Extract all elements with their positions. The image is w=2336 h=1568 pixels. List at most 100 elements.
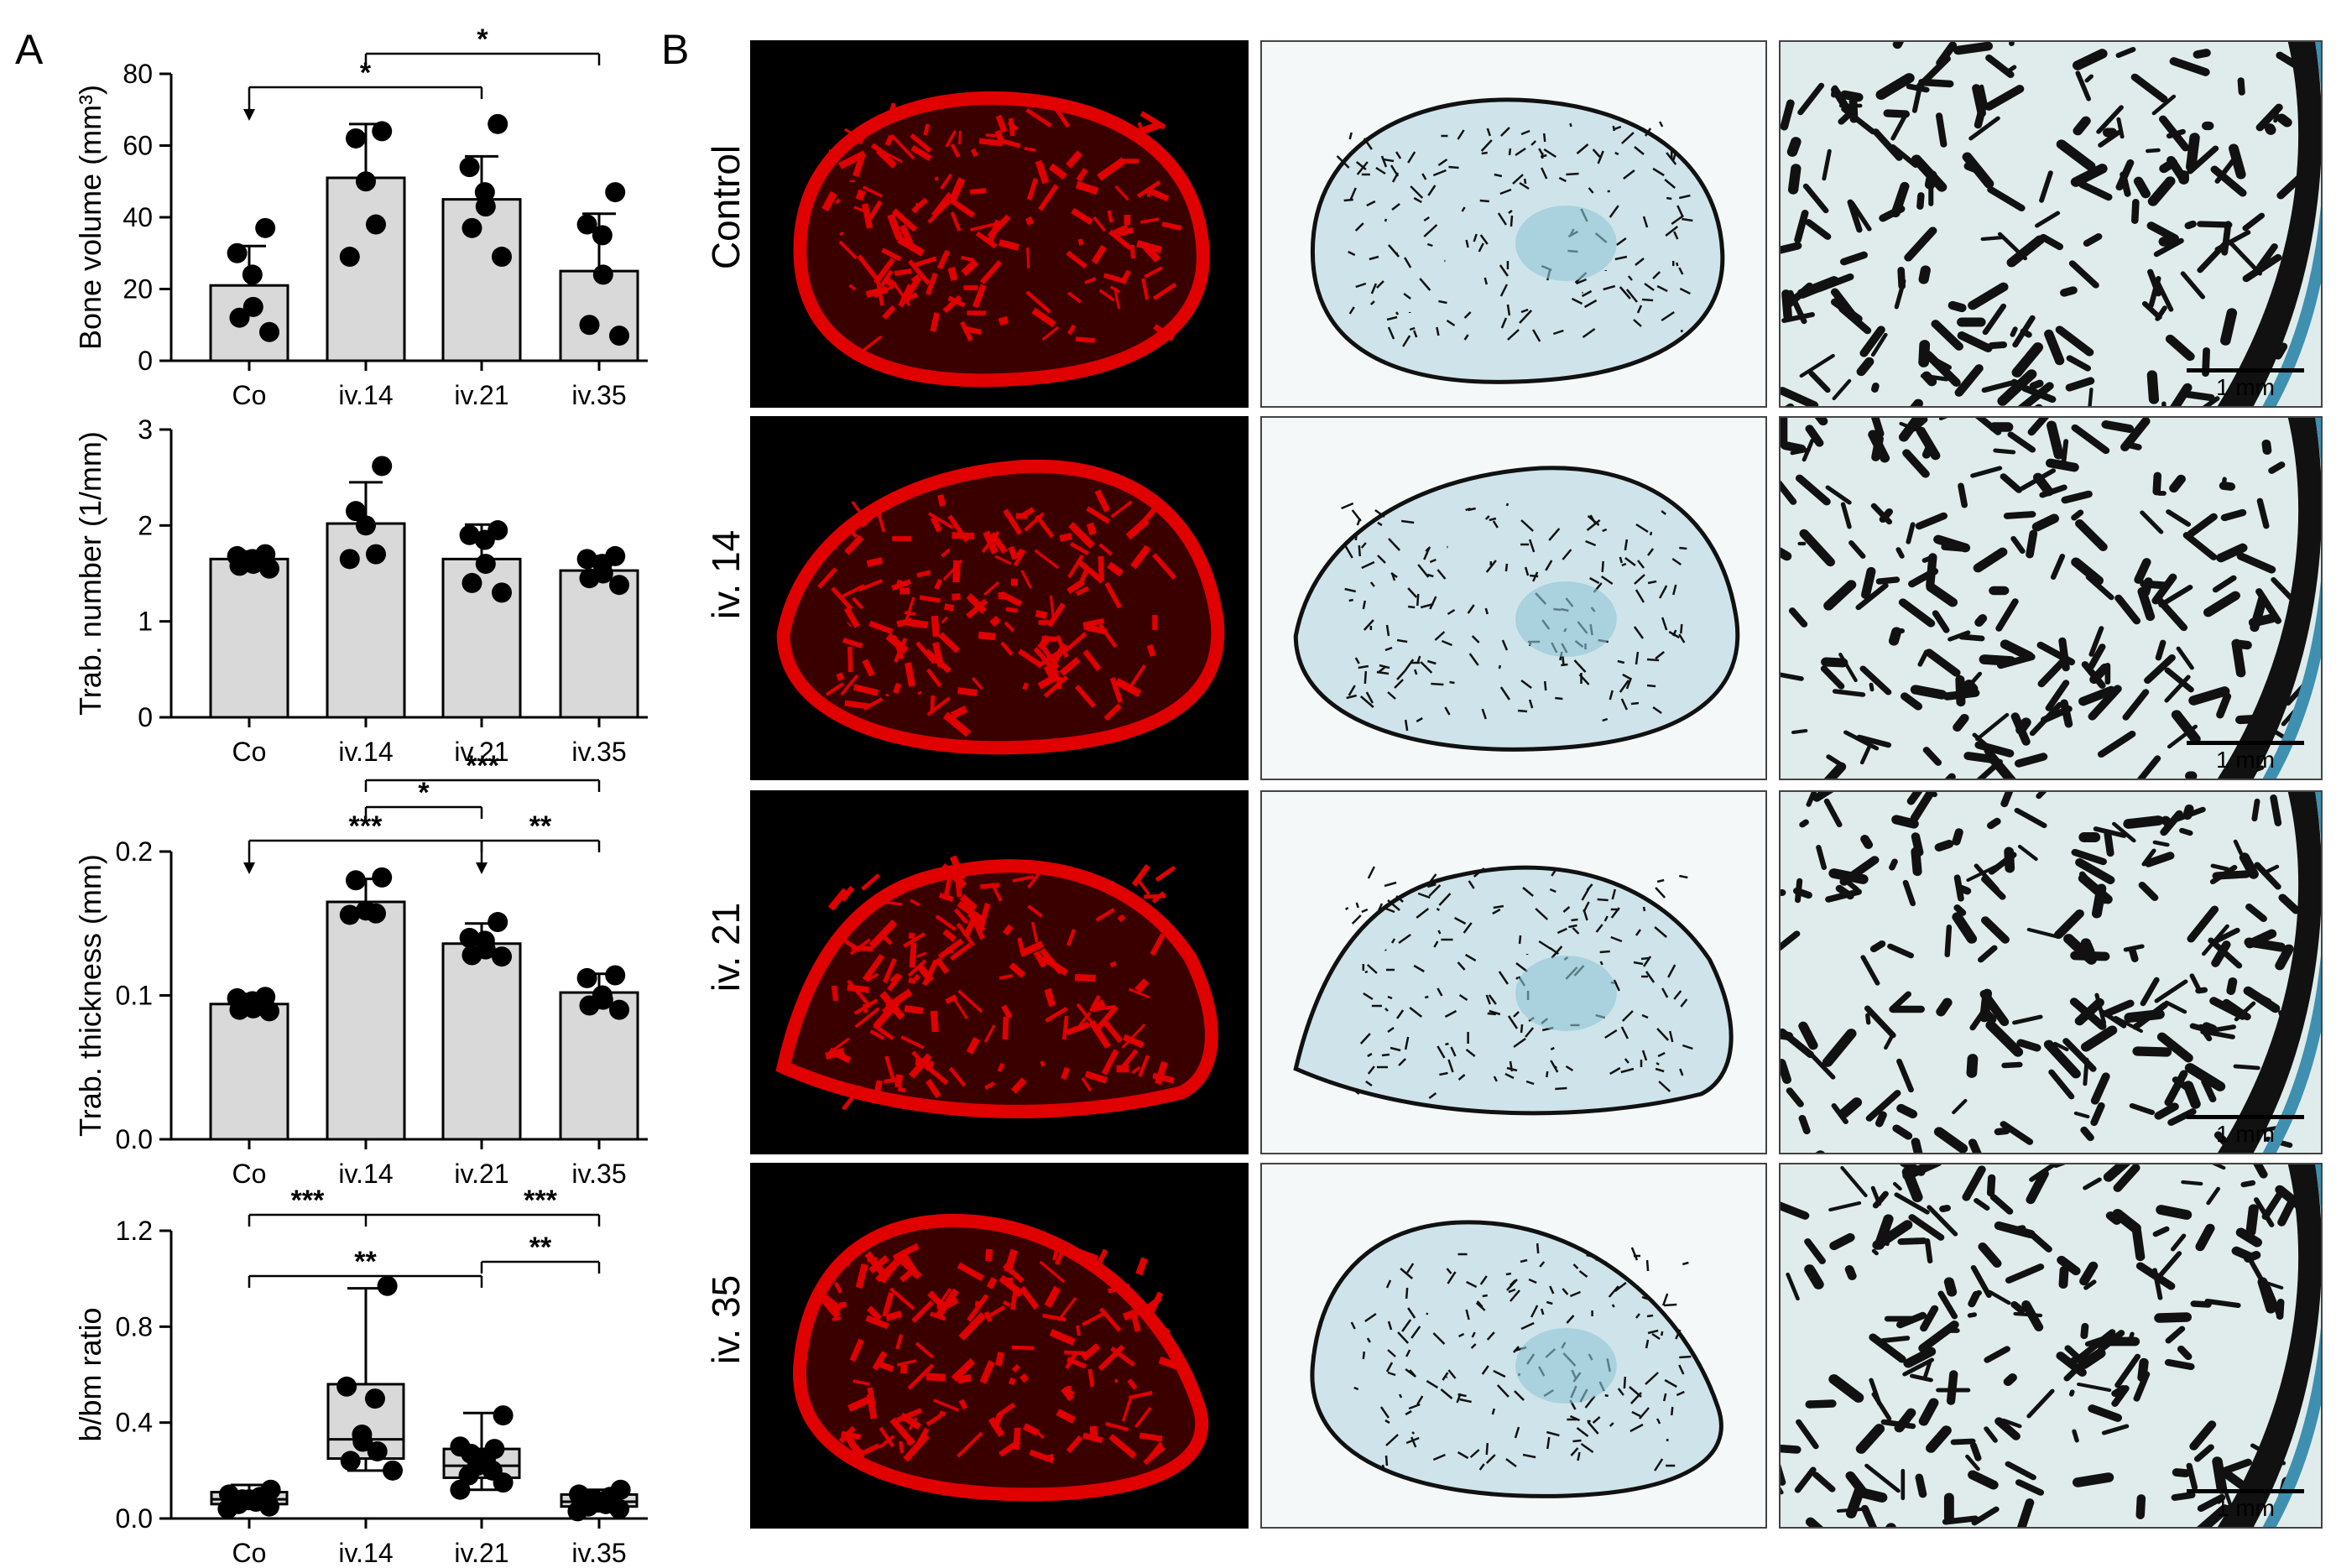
data-point xyxy=(609,575,629,596)
data-point xyxy=(592,264,613,285)
data-point xyxy=(493,1472,514,1493)
y-tick-label: 1 xyxy=(138,607,153,637)
data-point xyxy=(492,247,512,268)
bar xyxy=(209,1003,289,1141)
chart-3: 0.0 0.1 0.2 Trab. thickness (mm) Co iv.14 iv.2… xyxy=(73,750,648,1189)
scale-bar: 1 mm xyxy=(2187,1489,2304,1522)
data-point xyxy=(475,554,496,575)
data-point xyxy=(364,1388,385,1409)
row-label-iv35: iv. 35 xyxy=(704,1274,748,1365)
data-point xyxy=(383,1460,403,1481)
row-label-iv21: iv. 21 xyxy=(704,902,748,992)
panel-label-a: A xyxy=(15,26,44,73)
tissue-drawing xyxy=(775,855,1218,1118)
histology-detail-image-row2: 1 mm xyxy=(1779,416,2323,780)
scale-bar: 1 mm xyxy=(2187,1115,2304,1148)
x-tick-label: iv.14 xyxy=(338,1159,393,1189)
bracket-arrow-head xyxy=(243,862,255,874)
data-point xyxy=(474,182,495,203)
data-point xyxy=(492,946,512,967)
panel-label-b: B xyxy=(661,26,690,73)
y-tick-label: 0 xyxy=(138,702,153,732)
tissue-drawing xyxy=(793,1214,1209,1502)
data-point xyxy=(459,524,480,545)
x-tick-label: Co xyxy=(232,737,267,767)
x-tick-label: iv.14 xyxy=(338,737,393,767)
tissue-drawing xyxy=(1781,42,2321,406)
microct-image-row4 xyxy=(750,1163,1249,1529)
data-point xyxy=(217,1498,238,1519)
tissue-drawing xyxy=(1310,97,1725,384)
data-point xyxy=(366,903,386,924)
data-point xyxy=(340,1451,361,1472)
histology-detail-image-row1: 1 mm xyxy=(1779,40,2323,408)
data-point xyxy=(366,214,386,235)
data-point xyxy=(352,1431,373,1452)
row-label-control: Control xyxy=(704,144,748,270)
row-label-iv14: iv. 14 xyxy=(704,529,748,620)
data-point xyxy=(259,321,279,342)
y-axis-label: Bone volume (mm³) xyxy=(73,85,107,350)
scale-bar-label: 1 mm xyxy=(2216,374,2275,400)
data-point xyxy=(229,555,250,576)
x-tick-label: iv.14 xyxy=(338,380,393,410)
bar xyxy=(326,522,406,719)
x-tick-label: iv.35 xyxy=(571,737,626,767)
significance-label: * xyxy=(477,23,488,55)
data-point xyxy=(346,870,366,891)
chart-4: 0.0 0.4 0.8 1.2 b/bm ratio Co iv.14 iv.21 iv.35 *… xyxy=(73,1185,648,1568)
histology-detail-image-row3: 1 mm xyxy=(1779,790,2323,1154)
histology-section-image-row2 xyxy=(1260,416,1767,780)
data-point xyxy=(372,456,393,477)
microct-image-row1 xyxy=(750,40,1249,408)
data-point xyxy=(259,1496,279,1517)
x-tick-label: iv.21 xyxy=(454,380,508,410)
data-point xyxy=(242,264,263,285)
data-point xyxy=(377,1275,398,1296)
y-tick-label: 0 xyxy=(138,346,153,376)
histology-section-image-row1 xyxy=(1260,40,1767,408)
data-point xyxy=(255,217,276,238)
x-tick-label: Co xyxy=(232,1538,267,1568)
x-tick-label: iv.35 xyxy=(571,1538,626,1568)
x-tick-label: iv.21 xyxy=(454,1538,508,1568)
data-point xyxy=(461,217,482,238)
significance-label: *** xyxy=(466,750,499,782)
data-point xyxy=(579,995,600,1016)
bar xyxy=(441,942,522,1141)
tissue-drawing xyxy=(1293,865,1734,1116)
data-point xyxy=(609,326,629,346)
chart-2: 0 1 2 3 Trab. number (1/mm) Co iv.14 iv.21 iv.35 xyxy=(73,414,648,767)
data-point xyxy=(474,529,495,550)
y-axis-label: Trab. thickness (mm) xyxy=(73,854,107,1137)
data-point xyxy=(461,572,482,593)
bar xyxy=(559,269,639,362)
tissue-drawing xyxy=(793,91,1210,388)
significance-label: *** xyxy=(291,1185,325,1216)
y-tick-label: 0.0 xyxy=(116,1503,153,1534)
bar xyxy=(326,900,406,1141)
data-point xyxy=(459,157,480,178)
data-point xyxy=(579,315,600,336)
data-point xyxy=(346,128,366,148)
scale-bar-label: 1 mm xyxy=(2216,1495,2275,1521)
data-point xyxy=(592,225,613,246)
tissue-drawing xyxy=(1781,792,2321,1153)
y-tick-label: 0.4 xyxy=(116,1408,153,1438)
x-tick-label: iv.35 xyxy=(571,1159,626,1189)
scale-bar-line xyxy=(2187,741,2304,745)
tissue-drawing xyxy=(1293,466,1740,752)
data-point xyxy=(372,121,393,142)
data-point xyxy=(579,568,600,589)
scale-bar-line xyxy=(2187,1115,2304,1119)
scale-bar-label: 1 mm xyxy=(2216,1121,2275,1147)
data-point xyxy=(567,1501,588,1522)
significance-label: ** xyxy=(354,1246,377,1278)
x-tick-label: iv.21 xyxy=(454,1159,508,1189)
data-point xyxy=(576,214,597,235)
bracket-arrow-head xyxy=(476,862,488,874)
y-axis-label: b/bm ratio xyxy=(73,1307,107,1441)
significance-label: *** xyxy=(524,1185,557,1216)
bar xyxy=(326,176,406,362)
